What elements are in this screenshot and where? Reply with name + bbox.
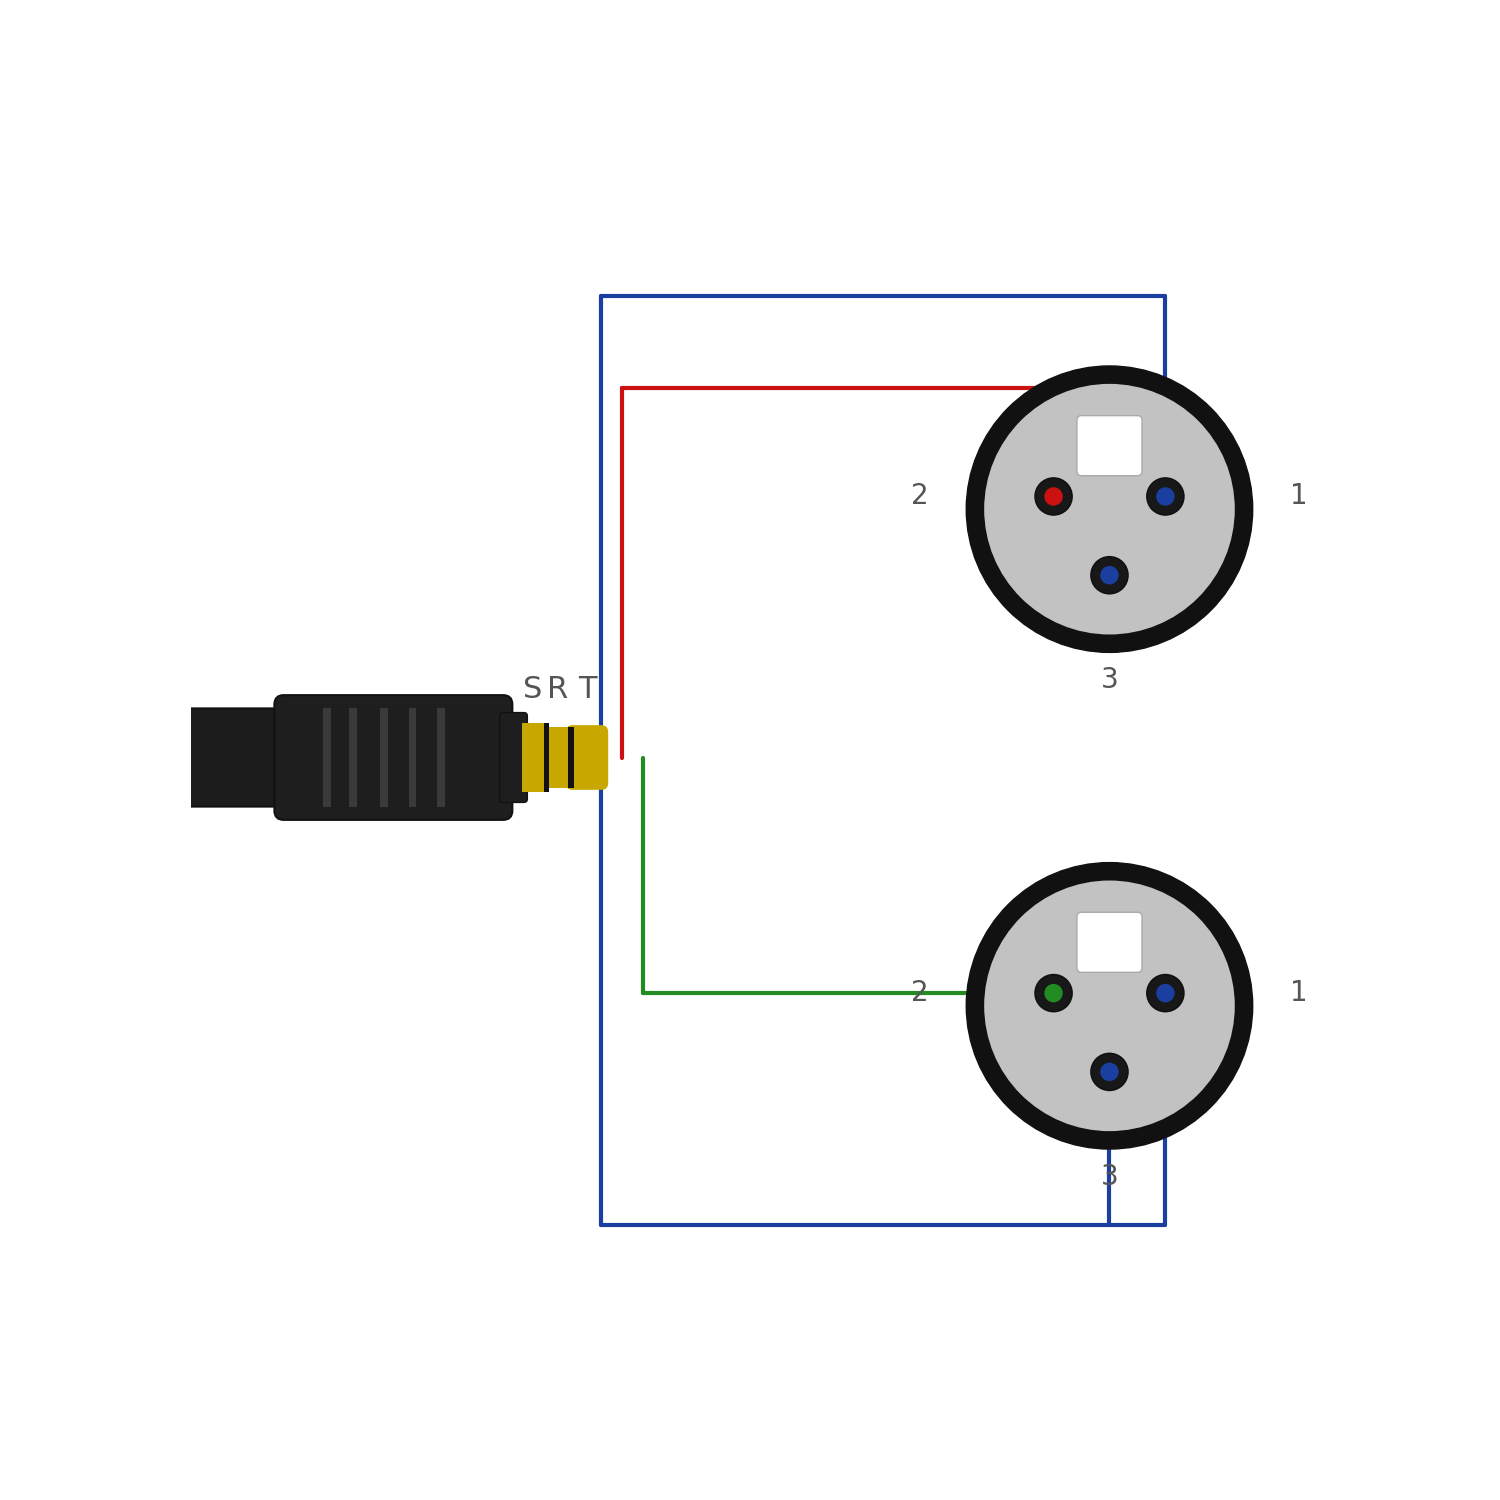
Circle shape <box>982 382 1236 636</box>
Text: 2: 2 <box>912 483 928 510</box>
FancyBboxPatch shape <box>64 708 399 807</box>
Circle shape <box>1035 975 1072 1011</box>
Bar <box>522 723 544 792</box>
Circle shape <box>1156 984 1174 1002</box>
Bar <box>350 708 357 807</box>
Circle shape <box>966 862 1252 1149</box>
Text: S: S <box>524 675 543 705</box>
Circle shape <box>1148 478 1184 514</box>
Text: 3: 3 <box>1101 666 1119 694</box>
Bar <box>543 723 549 792</box>
Text: 3: 3 <box>1101 1162 1119 1191</box>
Circle shape <box>1148 975 1184 1011</box>
Circle shape <box>1100 1062 1119 1082</box>
Circle shape <box>1044 984 1064 1002</box>
Circle shape <box>1100 566 1119 585</box>
Text: 1: 1 <box>1290 980 1308 1006</box>
Bar <box>380 708 387 807</box>
Circle shape <box>1090 556 1128 594</box>
Bar <box>548 728 568 788</box>
Circle shape <box>1035 478 1072 514</box>
Text: 2: 2 <box>912 980 928 1006</box>
Bar <box>438 708 446 807</box>
FancyBboxPatch shape <box>500 712 528 803</box>
Circle shape <box>966 366 1252 652</box>
Circle shape <box>1044 488 1064 506</box>
Text: R: R <box>548 675 568 705</box>
Circle shape <box>982 879 1236 1132</box>
FancyBboxPatch shape <box>274 694 513 820</box>
Bar <box>568 728 573 788</box>
Bar <box>322 708 330 807</box>
FancyBboxPatch shape <box>1077 416 1142 476</box>
Text: T: T <box>578 675 597 705</box>
Circle shape <box>1090 1053 1128 1090</box>
Text: 1: 1 <box>1290 483 1308 510</box>
FancyBboxPatch shape <box>566 724 608 790</box>
FancyBboxPatch shape <box>1077 912 1142 972</box>
Circle shape <box>1156 488 1174 506</box>
Bar <box>408 708 416 807</box>
